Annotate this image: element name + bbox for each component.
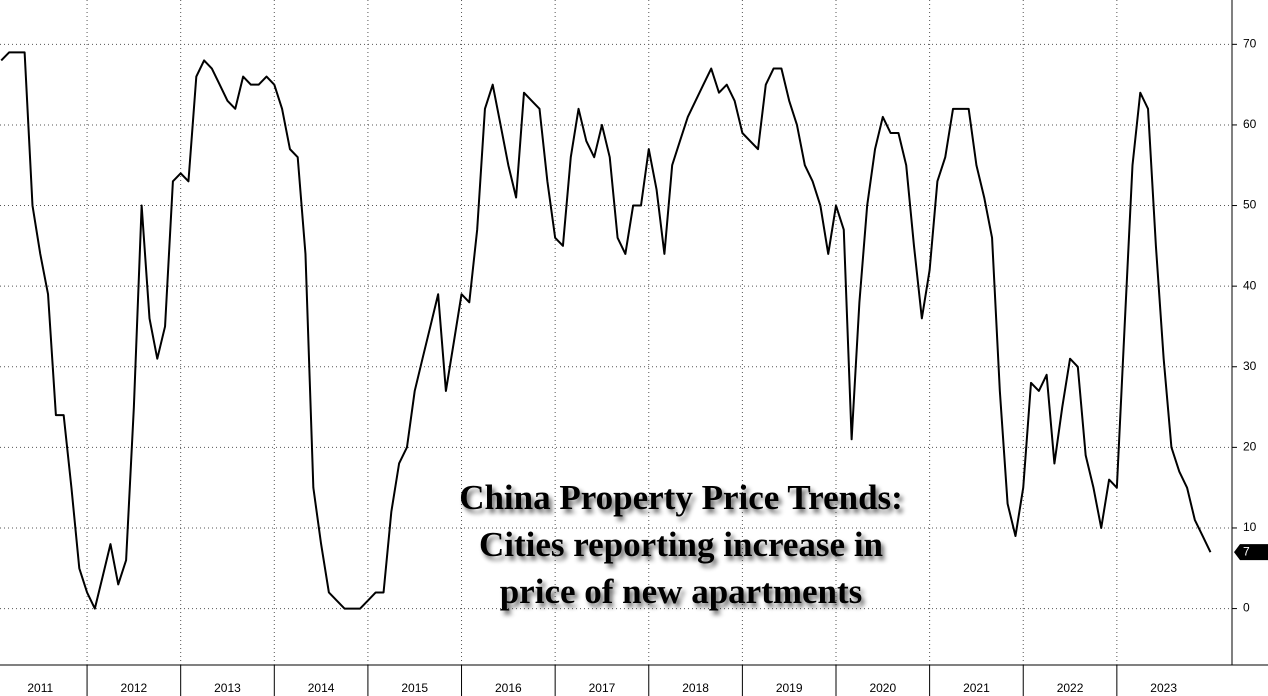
data-line <box>0 51 1212 610</box>
y-tick-label: 70 <box>1243 37 1257 51</box>
y-tick-label: 40 <box>1243 278 1257 292</box>
x-tick-label: 2020 <box>869 681 896 695</box>
annotation: price of new apartments <box>500 572 863 611</box>
x-tick-label: 2017 <box>589 681 616 695</box>
x-tick-label: 2014 <box>308 681 335 695</box>
x-tick-label: 2015 <box>401 681 428 695</box>
y-tick-label: 10 <box>1243 520 1257 534</box>
annotation: China Property Price Trends: <box>459 478 903 517</box>
x-tick-label: 2011 <box>27 681 53 695</box>
x-tick-label: 2018 <box>682 681 709 695</box>
x-tick-label: 2013 <box>214 681 241 695</box>
y-tick-label: 0 <box>1243 601 1250 615</box>
last-value-label: 7 <box>1243 544 1250 558</box>
last-value-box <box>1234 544 1268 561</box>
x-tick-label: 2016 <box>495 681 522 695</box>
y-tick-label: 30 <box>1243 359 1257 373</box>
y-tick-label: 20 <box>1243 440 1257 454</box>
y-tick-label: 50 <box>1243 198 1257 212</box>
x-tick-label: 2019 <box>776 681 803 695</box>
y-tick-label: 60 <box>1243 117 1257 131</box>
x-tick-label: 2021 <box>963 681 990 695</box>
x-tick-label: 2012 <box>121 681 148 695</box>
x-tick-label: 2023 <box>1150 681 1177 695</box>
annotation: Cities reporting increase in <box>479 525 883 564</box>
x-tick-label: 2022 <box>1057 681 1084 695</box>
